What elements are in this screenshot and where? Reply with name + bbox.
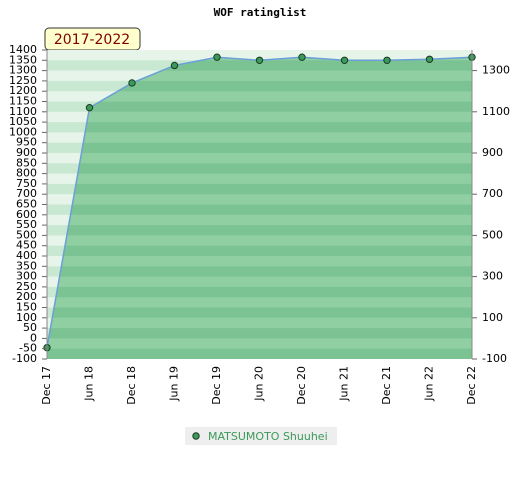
marker xyxy=(213,53,221,61)
y-tick-label: 550 xyxy=(16,218,37,231)
y-tick-label: 1150 xyxy=(9,95,37,108)
y-tick-label: 100 xyxy=(16,311,37,324)
x-tick-label: Dec 22 xyxy=(465,366,478,405)
y2-tick-label: 900 xyxy=(482,146,503,159)
y-tick-label: 150 xyxy=(16,301,37,314)
y-tick-label: 950 xyxy=(16,136,37,149)
x-tick-label: Jun 18 xyxy=(83,366,96,402)
y2-tick-label: 1300 xyxy=(482,64,510,77)
y2-tick-label: 700 xyxy=(482,187,503,200)
y2-tick-label: 100 xyxy=(482,311,503,324)
y-tick-label: 400 xyxy=(16,249,37,262)
y-tick-label: 1100 xyxy=(9,105,37,118)
y-tick-label: 1050 xyxy=(9,115,37,128)
y2-tick-label: -100 xyxy=(482,352,507,365)
x-tick-label: Dec 18 xyxy=(125,366,138,405)
y-tick-label: 350 xyxy=(16,259,37,272)
y-tick-label: 750 xyxy=(16,177,37,190)
x-tick-label: Dec 20 xyxy=(295,366,308,405)
y-tick-label: 650 xyxy=(16,198,37,211)
y-tick-label: 850 xyxy=(16,156,37,169)
x-tick-label: Jun 21 xyxy=(338,366,351,402)
y-tick-label: -100 xyxy=(12,352,37,365)
y-tick-label: 500 xyxy=(16,228,37,241)
y-tick-label: 700 xyxy=(16,187,37,200)
y-tick-label: 300 xyxy=(16,270,37,283)
y-tick-label: -50 xyxy=(19,342,37,355)
y-tick-label: 900 xyxy=(16,146,37,159)
y-tick-label: 1300 xyxy=(9,64,37,77)
marker xyxy=(255,56,264,64)
marker xyxy=(170,61,179,70)
legend-label: MATSUMOTO Shuuhei xyxy=(208,430,328,443)
x-tick-label: Dec 21 xyxy=(380,366,393,405)
legend-marker xyxy=(192,432,200,440)
marker xyxy=(298,53,306,61)
chart-title: WOF ratinglist xyxy=(214,6,307,19)
y-tick-label: 1400 xyxy=(9,43,37,56)
y2-tick-label: 1100 xyxy=(482,105,510,118)
x-tick-label: Jun 22 xyxy=(423,366,436,402)
x-tick-label: Jun 19 xyxy=(168,366,181,402)
y-tick-label: 200 xyxy=(16,290,37,303)
marker xyxy=(340,56,349,64)
y2-tick-label: 300 xyxy=(482,270,503,283)
y-tick-label: 600 xyxy=(16,208,37,221)
area-fill xyxy=(47,57,472,360)
x-tick-label: Dec 17 xyxy=(40,366,53,405)
y-tick-label: 1200 xyxy=(9,84,37,97)
marker xyxy=(85,103,94,112)
y-tick-label: 450 xyxy=(16,239,37,252)
y-tick-label: 0 xyxy=(30,331,37,344)
legend-box xyxy=(185,427,337,445)
badge: 2017-2022 xyxy=(54,32,130,48)
y-tick-label: 1000 xyxy=(9,125,37,138)
marker xyxy=(383,56,391,64)
x-tick-label: Dec 19 xyxy=(210,366,223,405)
x-tick-label: Jun 20 xyxy=(253,366,266,402)
y2-tick-label: 500 xyxy=(482,228,503,241)
y-tick-label: 800 xyxy=(16,167,37,180)
marker xyxy=(425,55,434,63)
marker xyxy=(128,79,136,87)
y-tick-label: 250 xyxy=(16,280,37,293)
y-tick-label: 1350 xyxy=(9,53,37,66)
y-tick-label: 50 xyxy=(23,321,37,334)
y-tick-label: 1250 xyxy=(9,74,37,87)
